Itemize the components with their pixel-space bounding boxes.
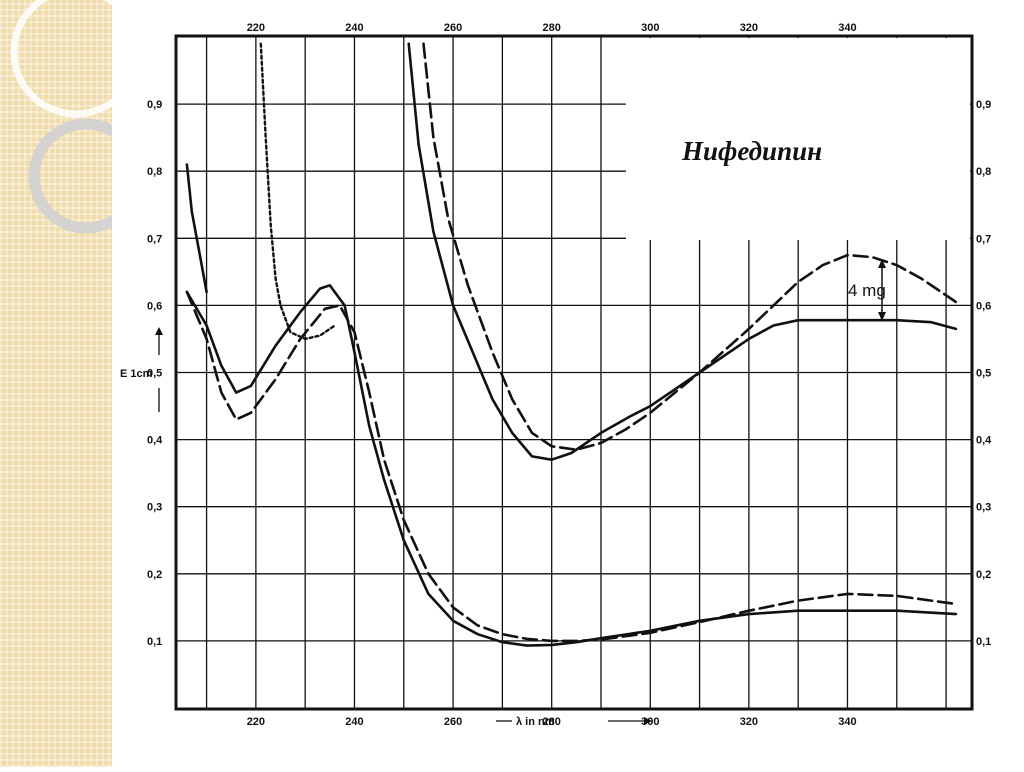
y-tick-label-left: 0,3: [147, 502, 162, 514]
series-layer: [185, 42, 958, 647]
y-tick-label-right: 0,6: [976, 300, 991, 312]
series-line-6-dotted: [259, 42, 336, 341]
y-tick-label-right: 0,3: [976, 502, 991, 514]
x-tick-label-bottom: 240: [345, 716, 363, 728]
x-tick-label-top: 280: [543, 22, 561, 34]
x-tick-label-bottom: 220: [247, 716, 265, 728]
x-axis-arrow-right-head: [644, 717, 652, 725]
y-tick-label-left: 0,9: [147, 99, 162, 111]
y-tick-label-left: 0,1: [147, 636, 162, 648]
y-tick-label-right: 0,9: [976, 99, 991, 111]
series-line-1-solid: [185, 284, 958, 647]
x-axis-label: λ in nm: [516, 716, 555, 728]
title-box: [626, 38, 970, 240]
y-tick-label-right: 0,2: [976, 569, 991, 581]
y-axis-label: E 1cm: [120, 368, 153, 380]
y-tick-label-left: 0,5: [147, 368, 162, 380]
x-tick-label-bottom: 260: [444, 716, 462, 728]
x-tick-label-bottom: 300: [641, 716, 659, 728]
annotation-label: 4 mg: [848, 281, 886, 300]
y-tick-label-right: 0,7: [976, 233, 991, 245]
x-tick-label-top: 220: [247, 22, 265, 34]
y-axis-label-group: E 1cm: [120, 327, 163, 412]
left-tick-labels: 0,1 0,2 0,3 0,4 0,5 0,6 0,7 0,8 0,9: [147, 99, 163, 648]
annotation-arrow-up: [878, 259, 886, 268]
series-line-5-dashed: [422, 42, 958, 451]
series-line-3-solid: [185, 163, 208, 294]
chart-title: Нифедипин: [681, 136, 822, 166]
right-tick-labels: 0,1 0,2 0,3 0,4 0,5 0,6 0,7 0,8 0,9: [976, 99, 992, 648]
annotation-arrow-down: [878, 312, 886, 321]
annotation-4mg: 4 mg: [848, 259, 886, 321]
x-tick-label-top: 260: [444, 22, 462, 34]
plot-frame: [174, 34, 974, 711]
y-tick-label-left: 0,6: [147, 300, 162, 312]
x-tick-label-top: 300: [641, 22, 659, 34]
series-line-2-dashed: [185, 290, 958, 643]
y-tick-label-right: 0,1: [976, 636, 991, 648]
y-axis-arrow-up-head: [155, 327, 163, 335]
x-axis-label-group: λ in nm: [496, 716, 652, 728]
y-tick-label-left: 0,2: [147, 569, 162, 581]
y-tick-label-left: 0,4: [147, 435, 163, 447]
x-tick-label-bottom: 320: [740, 716, 758, 728]
x-tick-label-bottom: 280: [543, 716, 561, 728]
y-tick-label-right: 0,5: [976, 368, 991, 380]
y-tick-label-right: 0,4: [976, 435, 992, 447]
top-tick-labels: 220 240 260 280 300 320 340: [247, 22, 857, 34]
x-tick-label-top: 320: [740, 22, 758, 34]
y-tick-label-left: 0,8: [147, 166, 162, 178]
y-tick-label-left: 0,7: [147, 233, 162, 245]
y-tick-label-right: 0,8: [976, 166, 991, 178]
slide-decor-strip: [0, 0, 144, 767]
x-tick-label-bottom: 340: [838, 716, 856, 728]
x-tick-label-top: 340: [838, 22, 856, 34]
x-tick-label-top: 240: [345, 22, 363, 34]
series-line-4-solid: [407, 42, 958, 461]
